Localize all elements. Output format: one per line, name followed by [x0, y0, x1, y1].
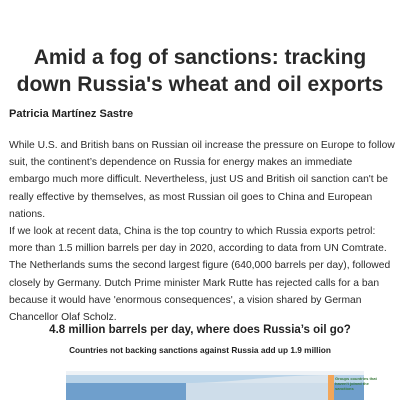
chart-subtitle: Countries not backing sanctions against … [69, 345, 331, 355]
sankey-band-top [66, 375, 364, 383]
sankey-chart-svg [66, 371, 364, 400]
article-paragraph-1: While U.S. and British bans on Russian o… [9, 140, 395, 220]
sankey-flow [186, 375, 334, 400]
sankey-chart [66, 371, 364, 400]
article-title: Amid a fog of sanctions: tracking down R… [16, 46, 384, 96]
sankey-node-orange [328, 375, 334, 400]
article-paragraph-2: If we look at recent data, China is the … [9, 226, 391, 324]
chart-legend-note: Groups countries that haven't joined the… [335, 376, 377, 391]
article-author: Patricia Martínez Sastre [9, 108, 134, 120]
article-body: While U.S. and British bans on Russian o… [9, 137, 395, 326]
chart-title: 4.8 million barrels per day, where does … [49, 324, 351, 336]
